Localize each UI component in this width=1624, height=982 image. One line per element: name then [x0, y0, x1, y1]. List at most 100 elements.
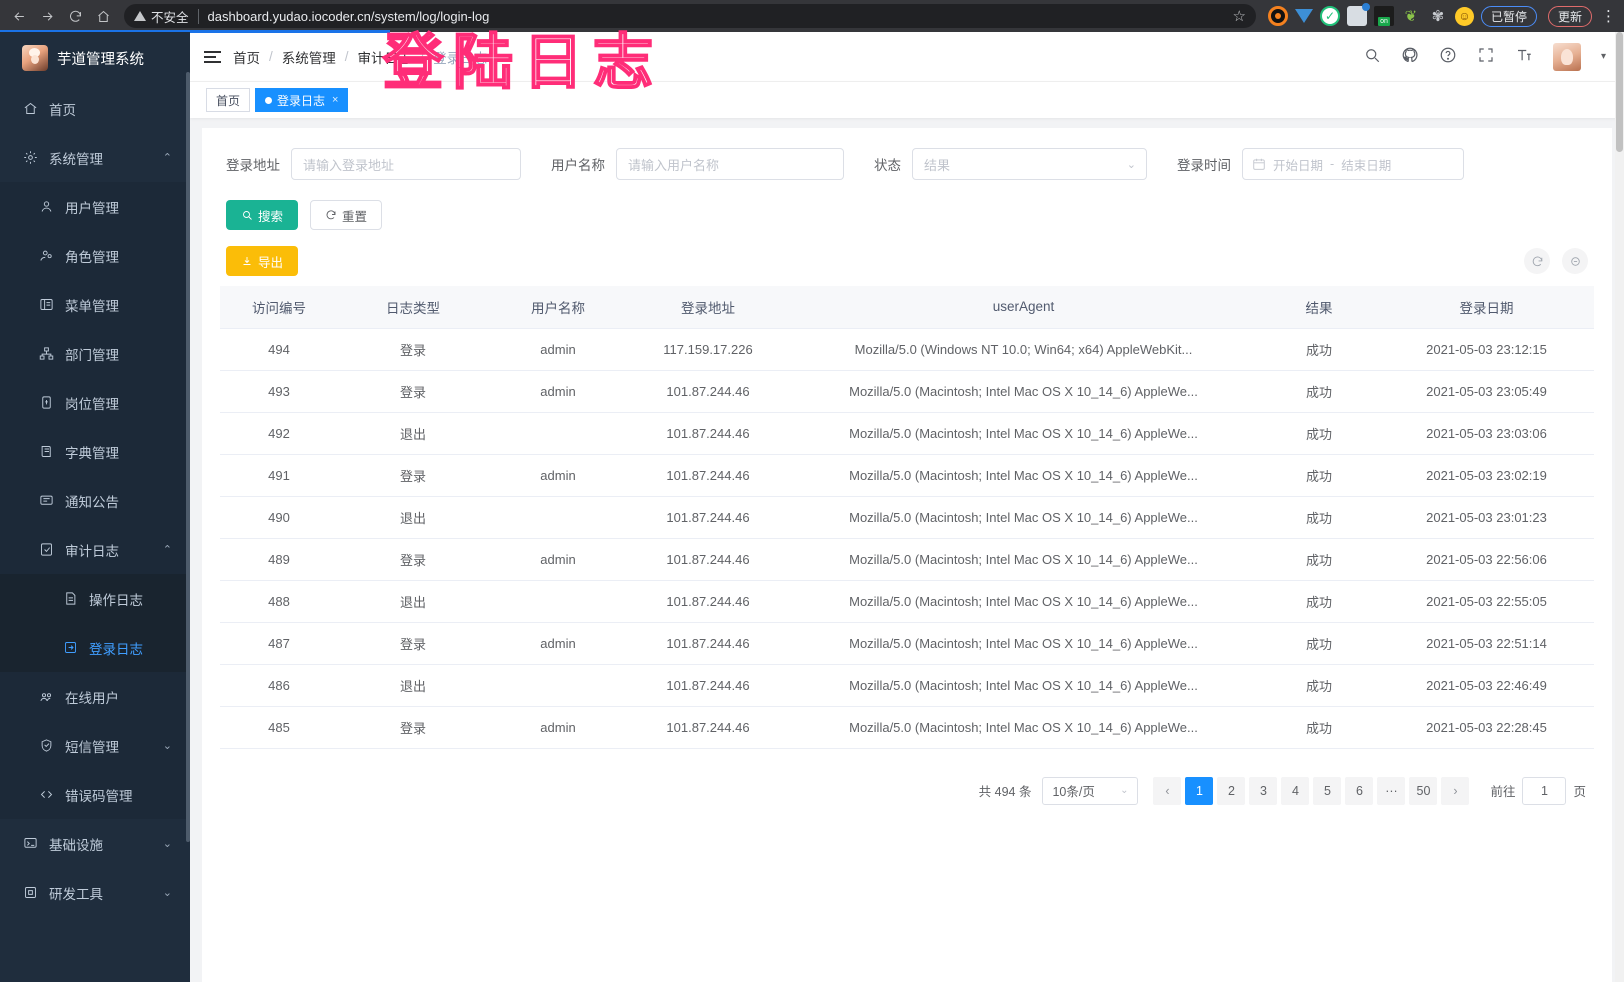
font-size-icon[interactable]: [1515, 46, 1533, 67]
breadcrumb-item[interactable]: 系统管理: [281, 50, 336, 66]
online-user-icon: [38, 689, 54, 704]
next-page-button[interactable]: ›: [1441, 776, 1470, 805]
adblock-paused-pill[interactable]: 已暂停: [1480, 5, 1537, 27]
chevron-down-icon[interactable]: ▾: [1600, 51, 1606, 62]
sidebar-scrollbar[interactable]: [186, 72, 190, 842]
status-select[interactable]: 结果 ⌄: [912, 148, 1147, 180]
refresh-circle-icon[interactable]: [1524, 248, 1550, 274]
home-icon[interactable]: [90, 3, 116, 29]
sidebar-item-login-log[interactable]: 登录日志: [0, 623, 190, 672]
extension-leaf-icon[interactable]: ❦: [1404, 8, 1418, 25]
page-button-5[interactable]: 5: [1313, 776, 1342, 805]
sidebar-item-role-mgmt[interactable]: 角色管理: [0, 231, 190, 280]
sidebar-item-operation-log[interactable]: 操作日志: [0, 574, 190, 623]
sidebar-item-label: 菜单管理: [65, 298, 119, 314]
sidebar-item-dev-tools[interactable]: 研发工具 ⌄: [0, 868, 190, 917]
extension-puzzle-icon[interactable]: ✾: [1431, 8, 1445, 25]
col-login-addr[interactable]: 登录地址: [628, 286, 788, 329]
sidebar-item-audit-log[interactable]: 审计日志 ⌃: [0, 525, 190, 574]
sidebar-item-infrastructure[interactable]: 基础设施 ⌄: [0, 819, 190, 868]
col-log-type[interactable]: 日志类型: [338, 286, 488, 329]
sidebar-item-label: 研发工具: [49, 886, 103, 902]
table-row[interactable]: 491 登录 admin 101.87.244.46 Mozilla/5.0 (…: [220, 454, 1594, 497]
page-button-4[interactable]: 4: [1281, 776, 1310, 805]
help-icon[interactable]: [1439, 46, 1457, 67]
cell-log-type: 退出: [338, 664, 488, 707]
avatar[interactable]: [1552, 42, 1581, 71]
update-pill[interactable]: 更新: [1547, 5, 1592, 27]
page-ellipsis[interactable]: ···: [1377, 776, 1406, 805]
sidebar-item-sms-mgmt[interactable]: 短信管理 ⌄: [0, 721, 190, 770]
breadcrumb-item[interactable]: 首页: [233, 50, 260, 66]
col-login-date[interactable]: 登录日期: [1379, 286, 1594, 329]
col-username[interactable]: 用户名称: [488, 286, 628, 329]
extension-smiley-icon[interactable]: ☺: [1454, 6, 1474, 26]
prev-page-button[interactable]: ‹: [1153, 776, 1182, 805]
reset-button[interactable]: 重置: [310, 200, 383, 230]
sidebar-item-notice[interactable]: 通知公告: [0, 476, 190, 525]
page-button-2[interactable]: 2: [1217, 776, 1246, 805]
page-size-select[interactable]: 10条/页 ⌄: [1042, 776, 1139, 805]
back-arrow-icon[interactable]: [6, 3, 32, 29]
address-bar[interactable]: 不安全 dashboard.yudao.iocoder.cn/system/lo…: [124, 4, 1256, 28]
extension-diamond-icon[interactable]: [1294, 9, 1313, 23]
page-button-last[interactable]: 50: [1409, 776, 1438, 805]
cell-user-agent: Mozilla/5.0 (Macintosh; Intel Mac OS X 1…: [788, 622, 1259, 665]
page-number-list: ‹ 1 2 3 4 5 6 ··· 50 ›: [1153, 776, 1470, 805]
search-icon[interactable]: [1363, 46, 1381, 67]
sidebar-item-user-mgmt[interactable]: 用户管理: [0, 182, 190, 231]
sidebar-item-menu-mgmt[interactable]: 菜单管理: [0, 280, 190, 329]
sidebar-item-home[interactable]: 首页: [0, 84, 190, 133]
sidebar-item-dict-mgmt[interactable]: 字典管理: [0, 427, 190, 476]
tab-home[interactable]: 首页: [206, 88, 251, 112]
table-row[interactable]: 488 退出 101.87.244.46 Mozilla/5.0 (Macint…: [220, 580, 1594, 623]
sidebar-item-system[interactable]: 系统管理 ⌃: [0, 133, 190, 182]
export-button[interactable]: 导出: [226, 246, 299, 276]
github-icon[interactable]: [1401, 46, 1419, 67]
settings-circle-icon[interactable]: [1562, 248, 1588, 274]
table-row[interactable]: 492 退出 101.87.244.46 Mozilla/5.0 (Macint…: [220, 412, 1594, 455]
sidebar-item-online-user[interactable]: 在线用户: [0, 672, 190, 721]
col-result[interactable]: 结果: [1259, 286, 1379, 329]
goto-page-input[interactable]: [1522, 776, 1567, 805]
sidebar-item-error-code[interactable]: 错误码管理: [0, 770, 190, 819]
col-user-agent[interactable]: userAgent: [788, 286, 1259, 329]
extension-orange-ring-icon[interactable]: [1267, 6, 1288, 26]
page-button-1[interactable]: 1: [1185, 776, 1214, 805]
tab-login-log[interactable]: 登录日志 ×: [255, 88, 349, 112]
scrollbar-thumb[interactable]: [1616, 32, 1623, 152]
search-button[interactable]: 搜索: [226, 200, 299, 230]
extension-green-check-icon[interactable]: ✓: [1319, 6, 1340, 26]
cell-user-agent: Mozilla/5.0 (Macintosh; Intel Mac OS X 1…: [788, 664, 1259, 707]
login-address-input[interactable]: 请输入登录地址: [291, 148, 521, 180]
security-warning[interactable]: 不安全: [134, 7, 189, 26]
col-access-id[interactable]: 访问编号: [220, 286, 338, 329]
sidebar-item-dept-mgmt[interactable]: 部门管理: [0, 329, 190, 378]
page-scrollbar[interactable]: [1615, 32, 1624, 982]
close-icon[interactable]: ×: [332, 94, 339, 106]
bookmark-star-icon[interactable]: ☆: [1232, 8, 1246, 25]
search-actions: 搜索 重置: [220, 180, 1594, 230]
extension-blue-badge-icon[interactable]: [1346, 3, 1370, 26]
fullscreen-icon[interactable]: [1477, 46, 1495, 67]
login-time-daterange[interactable]: 开始日期 - 结束日期: [1242, 148, 1464, 180]
table-row[interactable]: 490 退出 101.87.244.46 Mozilla/5.0 (Macint…: [220, 496, 1594, 539]
collapse-menu-icon[interactable]: [204, 50, 221, 63]
table-row[interactable]: 486 退出 101.87.244.46 Mozilla/5.0 (Macint…: [220, 664, 1594, 707]
page-button-3[interactable]: 3: [1249, 776, 1278, 805]
table-row[interactable]: 494 登录 admin 117.159.17.226 Mozilla/5.0 …: [220, 328, 1594, 371]
table-row[interactable]: 489 登录 admin 101.87.244.46 Mozilla/5.0 (…: [220, 538, 1594, 581]
table-row[interactable]: 485 登录 admin 101.87.244.46 Mozilla/5.0 (…: [220, 706, 1594, 749]
table-row[interactable]: 487 登录 admin 101.87.244.46 Mozilla/5.0 (…: [220, 622, 1594, 665]
username-input[interactable]: 请输入用户名称: [616, 148, 844, 180]
page-button-6[interactable]: 6: [1345, 776, 1374, 805]
reload-icon[interactable]: [62, 3, 88, 29]
brand[interactable]: 芋道管理系统: [0, 32, 190, 84]
sidebar-item-post-mgmt[interactable]: 岗位管理: [0, 378, 190, 427]
forward-arrow-icon[interactable]: [34, 3, 60, 29]
breadcrumb-item[interactable]: 审计日志: [357, 50, 412, 66]
table-row[interactable]: 493 登录 admin 101.87.244.46 Mozilla/5.0 (…: [220, 370, 1594, 413]
kebab-menu-icon[interactable]: ⋮: [1601, 8, 1616, 25]
extension-on-toggle-icon[interactable]: on: [1373, 6, 1394, 26]
cell-access-id: 487: [220, 622, 338, 665]
